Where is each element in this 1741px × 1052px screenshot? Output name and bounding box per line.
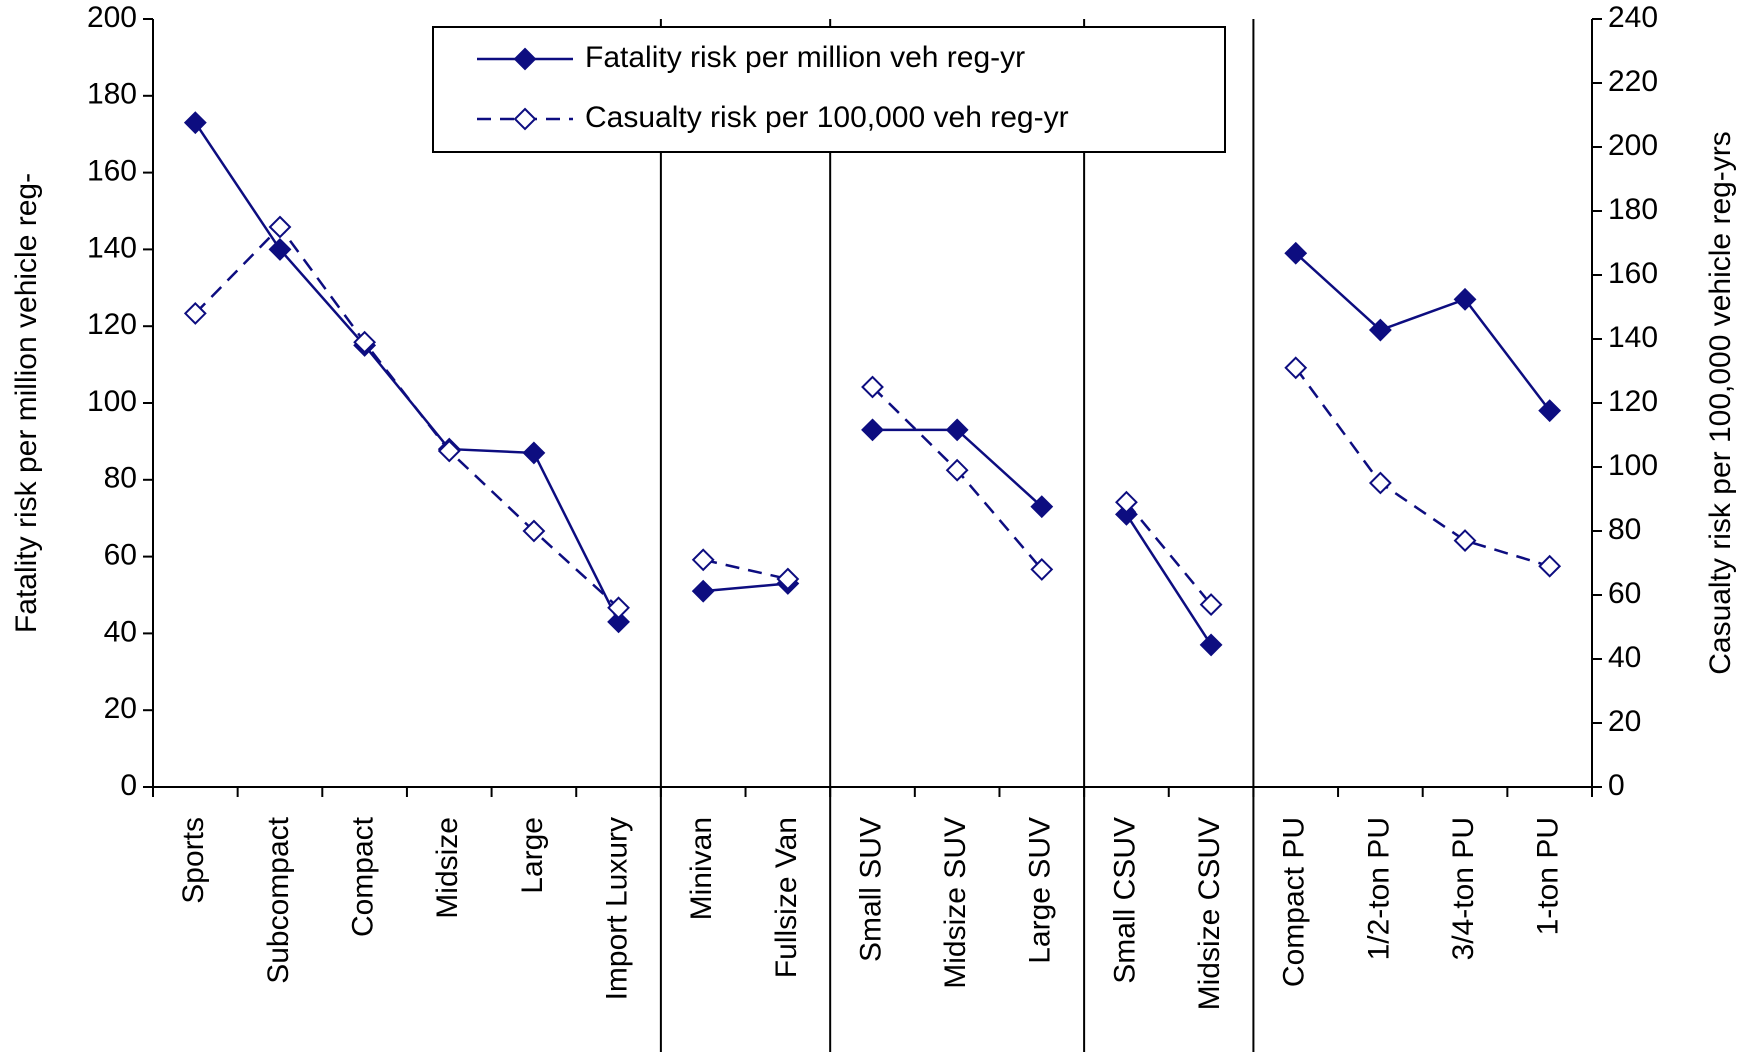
point-marker (607, 596, 630, 620)
y-tick-label: 60 (104, 539, 137, 572)
series-line (1125, 513, 1213, 646)
point-marker (1453, 287, 1477, 311)
point-marker (1453, 529, 1477, 553)
y2-tick-label: 80 (1608, 513, 1641, 546)
y2-tick-label: 160 (1608, 257, 1658, 290)
y2-tick-label: 60 (1608, 577, 1641, 610)
y2-tick-label: 0 (1608, 769, 1625, 802)
point-marker (522, 519, 546, 543)
x-tick-label: Midsize CSUV (1193, 817, 1226, 1010)
point-marker (691, 579, 715, 603)
legend-label: Casualty risk per 100,000 veh reg-yr (585, 101, 1069, 134)
x-tick-label: Small SUV (854, 817, 887, 962)
x-tick-label: Midsize SUV (939, 817, 972, 989)
point-marker (1284, 241, 1308, 265)
x-tick-label: 3/4-ton PU (1447, 817, 1480, 960)
x-tick-label: Minivan (685, 817, 718, 920)
y-tick-label: 80 (104, 462, 137, 495)
point-marker (268, 237, 292, 261)
series-line (1294, 367, 1551, 568)
y2-tick-label: 220 (1608, 65, 1658, 98)
y-tick-label: 200 (87, 1, 137, 34)
point-marker (607, 610, 630, 634)
legend-label: Fatality risk per million veh reg-yr (585, 41, 1025, 74)
point-marker (945, 458, 969, 482)
y-axis-label: Fatality risk per million vehicle reg- (10, 173, 43, 633)
legend-box (432, 26, 1226, 153)
y-tick-label: 160 (87, 155, 137, 188)
y-tick-label: 180 (87, 78, 137, 111)
x-tick-label: Compact (347, 816, 380, 937)
point-marker (1368, 318, 1392, 342)
point-marker (1199, 633, 1223, 657)
legend-marker (513, 107, 537, 131)
y2-tick-label: 40 (1608, 641, 1641, 674)
y2-tick-label: 180 (1608, 193, 1658, 226)
y2-tick-label: 200 (1608, 129, 1658, 162)
point-marker (1284, 356, 1308, 380)
point-marker (1538, 399, 1562, 423)
point-marker (776, 567, 800, 591)
point-marker (437, 439, 461, 463)
y-tick-label: 120 (87, 308, 137, 341)
point-marker (1199, 593, 1223, 617)
point-marker (861, 418, 884, 442)
y-tick-label: 20 (104, 692, 137, 725)
x-tick-label: Midsize (431, 817, 464, 919)
point-marker (353, 330, 377, 354)
y-tick-label: 40 (104, 615, 137, 648)
x-tick-label: Large SUV (1024, 817, 1057, 964)
point-marker (268, 215, 292, 239)
point-marker (1030, 557, 1054, 581)
point-marker (522, 441, 546, 465)
series-line (703, 582, 788, 593)
x-tick-label: Subcompact (262, 816, 295, 983)
series-line (1294, 252, 1551, 412)
x-tick-label: Large (516, 817, 549, 894)
point-marker (183, 301, 207, 325)
y2-tick-label: 120 (1608, 385, 1658, 418)
x-tick-label: Compact PU (1278, 817, 1311, 987)
point-marker (183, 111, 207, 135)
y2-tick-label: 20 (1608, 705, 1641, 738)
y-tick-label: 100 (87, 385, 137, 418)
y-tick-label: 140 (87, 231, 137, 264)
x-tick-label: Sports (177, 817, 210, 904)
legend-marker (513, 47, 537, 71)
series-line (702, 558, 789, 581)
point-marker (1368, 471, 1392, 495)
point-marker (945, 418, 969, 442)
series-line (194, 225, 620, 609)
y2-tick-label: 240 (1608, 1, 1658, 34)
y2-axis-label: Casualty risk per 100,000 vehicle reg-yr… (1704, 131, 1737, 675)
series-line (194, 121, 620, 623)
point-marker (861, 375, 884, 399)
y-tick-label: 0 (120, 769, 137, 802)
point-marker (1030, 495, 1054, 519)
y2-tick-label: 100 (1608, 449, 1658, 482)
series-line (1125, 501, 1213, 606)
x-tick-label: Fullsize Van (770, 817, 803, 978)
x-tick-label: Small CSUV (1108, 817, 1141, 984)
x-tick-label: 1-ton PU (1532, 817, 1565, 935)
point-marker (1538, 554, 1562, 578)
x-tick-label: 1/2-ton PU (1362, 817, 1395, 960)
point-marker (691, 548, 715, 572)
x-tick-label: Import Luxury (600, 817, 633, 1000)
point-marker (1115, 490, 1138, 514)
y2-tick-label: 140 (1608, 321, 1658, 354)
